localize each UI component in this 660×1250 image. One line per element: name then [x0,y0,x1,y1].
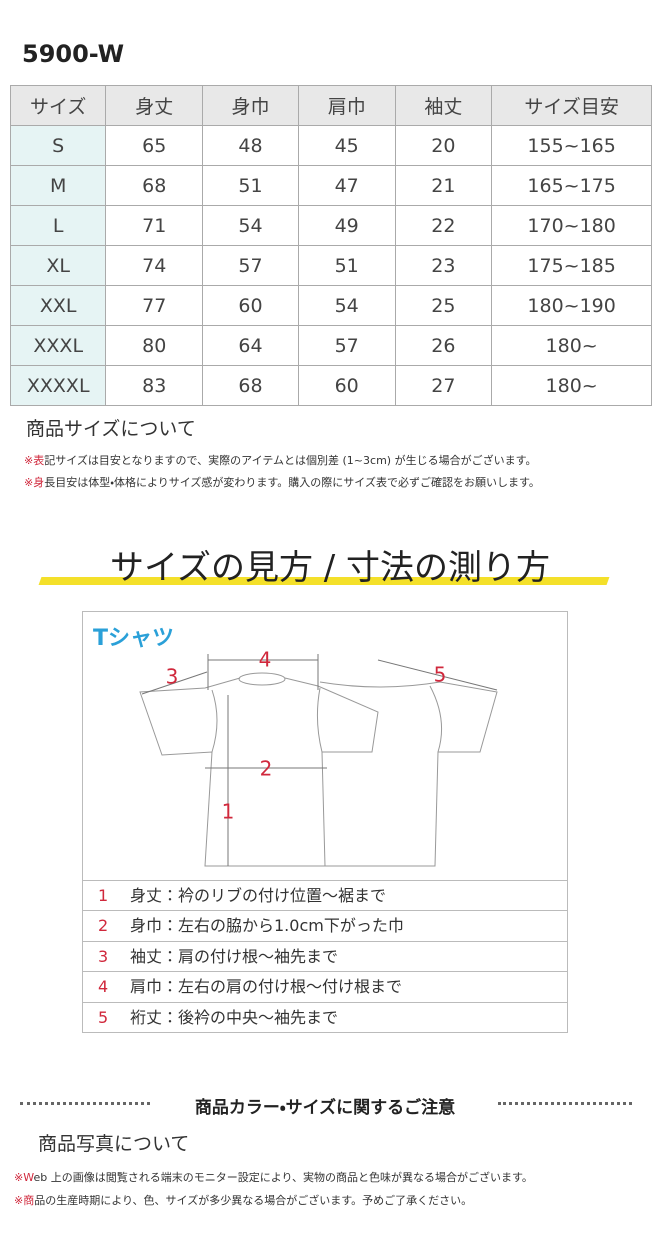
header-cell: サイズ目安 [491,85,652,126]
size-row: XXL 77 60 54 25 180~190 [9,285,652,326]
header-cell: サイズ [9,85,107,126]
size-row: XL 74 57 51 23 175~185 [9,245,652,286]
legend-number: 2 [98,916,109,936]
legend-number: 5 [98,1007,109,1027]
diagram-label: 2 [260,757,273,781]
legend-number: 4 [98,977,109,997]
tshirt-diagram: 1 2 3 4 5 [139,648,498,867]
section-heading: サイズの見方 / 寸法の測り方 [109,548,551,588]
cell: 180~ [491,365,652,406]
cell: 60 [297,365,396,406]
legend-text: 身丈：衿のリブの付け位置〜裾まで [130,886,387,905]
size-notes-title: 商品サイズについて [26,418,196,440]
diagram-label: 5 [434,663,447,687]
cell: 83 [105,365,204,406]
cell: 77 [105,285,204,326]
cell: 45 [297,125,396,166]
cell: 64 [202,325,299,366]
cell: 60 [202,285,299,326]
legend-text: 裄丈：後衿の中央〜袖先まで [130,1007,339,1027]
legend-number: 1 [98,886,109,905]
caution-title: 商品カラー・サイズに関するご注意 [194,1098,456,1118]
cell: 49 [297,205,396,246]
diagram-label: 3 [166,665,179,689]
cell: 180~190 [491,285,652,326]
note: ※表記サイズは目安となりますので、実際のアイテムとは個別差 (1~3cm) が生… [24,454,537,467]
cell: 54 [297,285,396,326]
legend-row: 4 肩巾：左右の肩の付け根〜付け根まで [82,971,567,1002]
size-row: XXXXL 83 68 60 27 180~ [9,365,652,406]
diagram-label: 4 [259,648,272,672]
legend-row: 5 裄丈：後衿の中央〜袖先まで [82,1001,567,1033]
product-code: 5900-W [22,40,125,68]
cell: 25 [394,285,493,326]
diagram-label: 1 [222,800,235,824]
cell: 48 [202,125,299,166]
cell: 57 [202,245,299,286]
arrow [141,671,208,695]
cell: 21 [394,165,493,206]
cell: 54 [202,205,299,246]
header-cell: 肩巾 [297,85,396,126]
size-row: XXXL 80 64 57 26 180~ [9,325,652,366]
cell: 23 [394,245,493,286]
legend-number: 3 [98,946,109,966]
cell: 68 [202,365,299,406]
cell: 155~165 [491,125,652,166]
note: ※身長目安は体型・体格によりサイズ感が変わります。購入の際にサイズ表で必ずご確認… [24,476,540,489]
cell: S [9,125,107,166]
legend-row: 3 袖丈：肩の付け根〜袖先まで [82,940,567,972]
legend-row: 2 身巾：左右の脇から1.0cm下がった巾 [82,910,567,941]
cell: 175~185 [491,245,652,286]
cell: XL [9,245,107,286]
cell: XXXXL [9,365,107,406]
cell: L [9,205,107,246]
cell: 51 [202,165,299,206]
size-row: S 65 48 45 20 155~165 [9,125,652,166]
cell: 27 [394,365,493,406]
size-row: M 68 51 47 21 165~175 [9,165,652,206]
legend-text: 肩巾：左右の肩の付け根〜付け根まで [130,977,403,997]
cell: 74 [105,245,204,286]
cell: 47 [297,165,396,206]
cell: 80 [105,325,204,366]
cell: 165~175 [491,165,652,206]
dotted-rule [20,1102,150,1105]
legend-text: 身巾：左右の脇から1.0cm下がった巾 [130,916,404,936]
note: ※Web 上の画像は閲覧される端末のモニター設定により、実物の商品と色味が異なる… [14,1171,533,1184]
cell: 68 [105,165,204,206]
note: ※商品の生産時期により、色、サイズが多少異なる場合がございます。予めご了承くださ… [14,1194,473,1207]
cell: 20 [394,125,493,166]
cell: 71 [105,205,204,246]
measure-box [82,611,568,1033]
cell: 22 [394,205,493,246]
cell: 57 [297,325,396,366]
cell: XXXL [9,325,107,366]
cell: 51 [297,245,396,286]
cell: 65 [105,125,204,166]
cell: 180~ [491,325,652,366]
collar [238,672,286,686]
legend-row: 1 身丈：衿のリブの付け位置〜裾まで [82,880,567,911]
cell: 26 [394,325,493,366]
seams [211,685,443,753]
header-cell: 袖丈 [394,85,493,126]
cell: M [9,165,107,206]
size-row: L 71 54 49 22 170~180 [9,205,652,246]
size-table: サイズ 身丈 身巾 肩巾 袖丈 サイズ目安 S 65 48 45 20 155~165 M 68 51 47 2… [9,85,652,406]
header-row: サイズ 身丈 身巾 肩巾 袖丈 サイズ目安 [9,85,652,126]
cell: 170~180 [491,205,652,246]
cell: XXL [9,285,107,326]
caution-subtitle: 商品写真について [38,1133,190,1155]
back-outline [319,681,498,867]
legend-text: 袖丈：肩の付け根〜袖先まで [130,946,339,966]
arrow [377,659,498,691]
header-cell: 身丈 [105,85,204,126]
header-cell: 身巾 [202,85,299,126]
garment-name: Tシャツ [93,626,175,651]
dotted-rule [498,1102,632,1105]
